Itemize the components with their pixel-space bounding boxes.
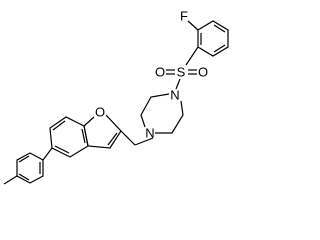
bond — [175, 78, 181, 90]
bond — [187, 20, 199, 31]
atom-label: F — [180, 9, 188, 24]
atom-label: S — [177, 65, 186, 80]
ring — [83, 114, 122, 149]
ring — [197, 20, 229, 57]
bond — [18, 173, 30, 181]
bond — [18, 155, 30, 163]
bond — [120, 130, 136, 146]
bond — [3, 175, 18, 185]
ring — [49, 116, 89, 158]
ring — [16, 152, 44, 184]
bond — [213, 24, 226, 33]
bond — [107, 132, 118, 146]
atom-label: O — [198, 65, 208, 80]
bond — [54, 145, 70, 154]
bond — [52, 120, 66, 131]
atom-label: N — [170, 88, 179, 103]
bond — [81, 128, 86, 144]
atom-label: O — [95, 105, 105, 120]
ring — [155, 100, 184, 134]
bond — [42, 147, 53, 161]
bond — [134, 137, 154, 146]
bond — [213, 44, 226, 53]
bonds — [3, 20, 229, 185]
ring — [140, 93, 170, 128]
bond — [185, 46, 199, 66]
structure-diagram: F S O O N N O — [3, 9, 229, 185]
atom-label: O — [155, 65, 165, 80]
atom-label: N — [145, 126, 154, 141]
